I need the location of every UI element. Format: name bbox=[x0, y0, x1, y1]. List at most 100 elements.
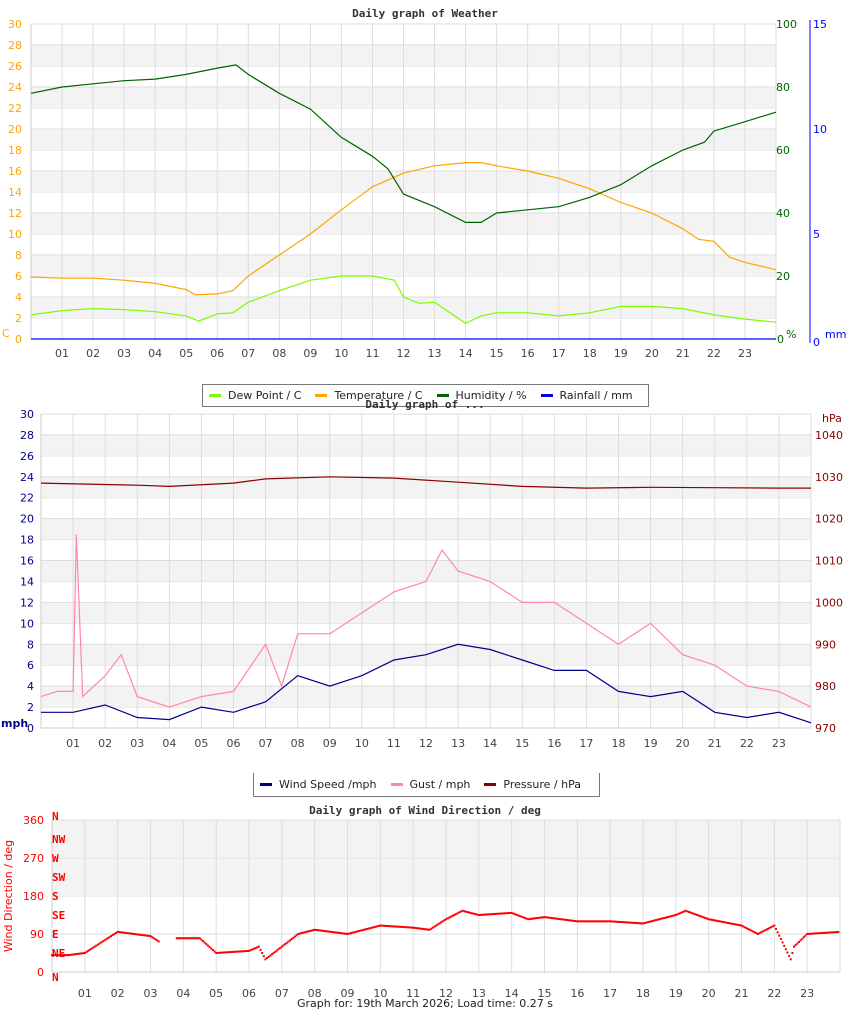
wind-direction-point bbox=[52, 954, 55, 957]
wind-direction-point bbox=[720, 920, 723, 923]
wind-direction-point bbox=[479, 913, 482, 916]
y-tick-label-left: 30 bbox=[20, 408, 34, 421]
y-tick-label-left: 28 bbox=[8, 39, 22, 52]
y-tick-label-left: 24 bbox=[8, 81, 22, 94]
wind-direction-point bbox=[403, 926, 406, 929]
wind-direction-point bbox=[507, 912, 510, 915]
legend-swatch bbox=[260, 783, 272, 786]
x-tick-label: 22 bbox=[707, 347, 721, 360]
wind-direction-point bbox=[374, 925, 377, 928]
wind-direction-point bbox=[676, 913, 679, 916]
compass-label: N bbox=[52, 971, 59, 984]
wind-direction-point bbox=[807, 932, 810, 935]
wind-direction-point bbox=[310, 929, 313, 932]
wind-direction-point bbox=[213, 950, 216, 953]
wind-direction-point bbox=[428, 928, 431, 931]
wind-direction-point bbox=[412, 926, 415, 929]
wind-direction-point bbox=[241, 950, 244, 953]
wind-direction-point bbox=[802, 936, 805, 939]
wind-direction-point bbox=[101, 940, 104, 943]
wind-direction-point bbox=[280, 945, 283, 948]
y-tick-label: 0 bbox=[37, 966, 44, 979]
wind-direction-point bbox=[326, 930, 329, 933]
wind-direction-point bbox=[376, 925, 379, 928]
y-tick-label-right2: 15 bbox=[813, 18, 827, 31]
wind-direction-point bbox=[756, 933, 759, 935]
wind-direction-point bbox=[505, 912, 508, 915]
wind-direction-point bbox=[200, 938, 203, 941]
legend-swatch bbox=[436, 394, 449, 397]
wind-direction-point bbox=[129, 932, 132, 935]
wind-direction-point bbox=[684, 909, 687, 912]
wind-direction-point bbox=[729, 922, 732, 925]
wind-direction-point bbox=[239, 950, 242, 953]
wind-direction-point bbox=[343, 932, 346, 935]
wind-direction-point bbox=[431, 926, 434, 929]
x-tick-label: 19 bbox=[644, 737, 658, 750]
wind-direction-point bbox=[632, 921, 635, 924]
x-tick-label: 10 bbox=[355, 737, 369, 750]
x-tick-label: 03 bbox=[130, 737, 144, 750]
wind-direction-point bbox=[246, 949, 249, 952]
wind-direction-point bbox=[338, 931, 341, 934]
wind-direction-point bbox=[538, 916, 541, 919]
wind-direction-point bbox=[341, 932, 344, 935]
wind-direction-point bbox=[277, 948, 280, 951]
wind-direction-point bbox=[783, 944, 786, 947]
wind-direction-point bbox=[717, 920, 720, 923]
x-tick-label: 23 bbox=[738, 347, 752, 360]
wind-direction-point bbox=[202, 940, 205, 943]
wind-direction-point bbox=[397, 925, 400, 928]
legend-item: Gust / mph bbox=[390, 778, 470, 791]
y-tick-label-left: 6 bbox=[15, 270, 22, 283]
wind-direction-point bbox=[293, 935, 296, 938]
y-tick-label-left: 12 bbox=[8, 207, 22, 220]
wind-direction-point bbox=[418, 927, 421, 930]
y-tick-label-right: 970 bbox=[815, 722, 836, 735]
wind-direction-point bbox=[359, 929, 362, 932]
wind-direction-point bbox=[259, 948, 262, 951]
wind-direction-point bbox=[566, 919, 569, 922]
wind-direction-point bbox=[712, 919, 715, 922]
wind-direction-point bbox=[252, 947, 255, 950]
wind-direction-point bbox=[535, 917, 538, 920]
legend-label: Wind Speed /mph bbox=[279, 778, 377, 791]
wind-direction-point bbox=[490, 913, 493, 916]
y-tick-label-left: 8 bbox=[15, 249, 22, 262]
wind-direction-point bbox=[628, 921, 631, 924]
wind-direction-point bbox=[504, 912, 507, 915]
wind-direction-point bbox=[771, 925, 774, 928]
x-tick-label: 05 bbox=[194, 737, 208, 750]
y-tick-label-right: 990 bbox=[815, 638, 836, 651]
y-tick-label: 360 bbox=[23, 814, 44, 827]
x-tick-label: 20 bbox=[676, 737, 690, 750]
wind-direction-point bbox=[218, 951, 221, 954]
wind-direction-point bbox=[269, 954, 272, 957]
wind-direction-point bbox=[740, 924, 743, 927]
wind-direction-point bbox=[694, 913, 697, 916]
grid-band bbox=[52, 858, 840, 896]
wind-direction-point bbox=[417, 927, 420, 930]
grid-band bbox=[41, 686, 811, 708]
wind-direction-point bbox=[614, 920, 617, 923]
wind-direction-point bbox=[564, 918, 567, 921]
y-tick-label-left: 14 bbox=[8, 186, 22, 199]
x-tick-label: 15 bbox=[490, 347, 504, 360]
x-tick-label: 04 bbox=[148, 347, 162, 360]
wind-direction-point bbox=[481, 913, 484, 916]
wind-direction-point bbox=[745, 927, 748, 930]
wind-direction-point bbox=[183, 937, 186, 940]
y-axis-label-right2: mm bbox=[825, 328, 846, 341]
y-axis-label-left: mph bbox=[1, 717, 28, 730]
wind-direction-point bbox=[577, 920, 580, 923]
y-tick-label: 270 bbox=[23, 852, 44, 865]
wind-direction-point bbox=[88, 948, 91, 951]
wind-direction-point bbox=[420, 927, 423, 930]
wind-direction-point bbox=[336, 931, 339, 934]
wind-direction-point bbox=[482, 913, 485, 916]
grid-band bbox=[41, 602, 811, 624]
wind-direction-point bbox=[799, 939, 802, 942]
x-tick-label: 09 bbox=[303, 347, 317, 360]
wind-direction-point bbox=[206, 944, 209, 947]
y-tick-label-right2: 0 bbox=[813, 336, 820, 349]
